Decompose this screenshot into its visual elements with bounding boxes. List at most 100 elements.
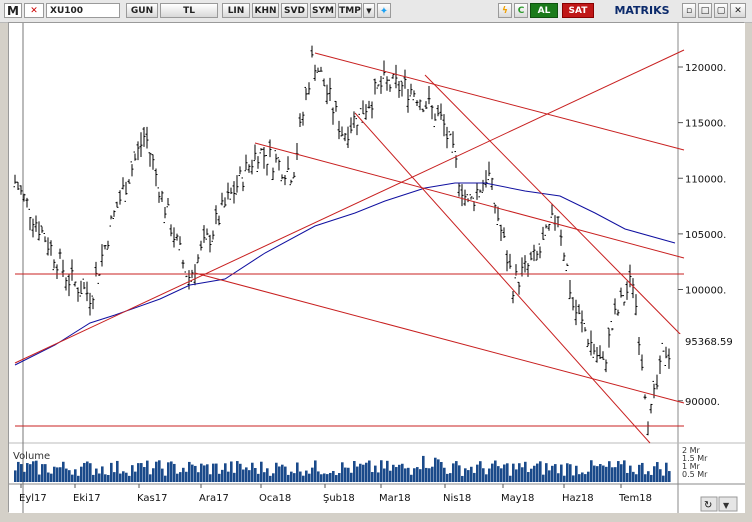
volume-bar [56, 467, 59, 482]
volume-bar [251, 462, 254, 482]
refresh-icon[interactable]: C [514, 3, 528, 18]
volume-bar [221, 469, 224, 482]
x-tick-label: Haz18 [562, 493, 594, 504]
volume-bar [182, 467, 185, 482]
upper-channel-line [314, 52, 685, 151]
chevron-down-icon[interactable]: ▼ [363, 3, 375, 18]
volume-bar [158, 460, 161, 482]
chart-area[interactable]: 120000. 115000. 110000. 105000. 100000. 90000… [8, 22, 745, 513]
x-tick-label: Oca18 [259, 493, 291, 504]
volume-bar [302, 475, 305, 482]
volume-bar [638, 464, 641, 482]
volume-bar [218, 473, 221, 482]
volume-bar [188, 461, 191, 482]
volume-bar [206, 464, 209, 482]
volume-bar [452, 463, 455, 482]
volume-bar [287, 474, 290, 482]
volume-bar [179, 472, 182, 482]
volume-bar [584, 474, 587, 482]
volume-bar [650, 474, 653, 482]
volume-bar [533, 465, 536, 482]
volume-bar [227, 471, 230, 482]
volume-bar [632, 471, 635, 482]
volume-bar [575, 465, 578, 482]
khn-button[interactable]: KHN [252, 3, 279, 18]
volume-bar [653, 466, 656, 482]
volume-bar [86, 461, 89, 482]
volume-bar [419, 469, 422, 482]
volume-bar [383, 468, 386, 482]
volume-bar [569, 464, 572, 482]
volume-bar [656, 462, 659, 482]
lightning-icon[interactable]: ϟ [498, 3, 512, 18]
volume-bar [476, 464, 479, 482]
volume-bar [347, 467, 350, 482]
restore-icon[interactable]: ▢ [714, 3, 728, 18]
tmp-button[interactable]: TMP [338, 3, 362, 18]
volume-bar [80, 466, 83, 482]
volume-bar [215, 463, 218, 482]
moving-average-line [14, 182, 676, 366]
volume-bar [272, 473, 275, 482]
volume-bar [173, 463, 176, 482]
volume-bar [281, 464, 284, 482]
volume-bar [503, 464, 506, 482]
volume-bar [488, 468, 491, 482]
scale-button[interactable]: LIN [222, 3, 250, 18]
volume-bar [440, 462, 443, 482]
volume-bar [338, 473, 341, 482]
twitter-icon[interactable]: ✦ [377, 3, 391, 18]
close-symbol-icon[interactable]: ✕ [24, 3, 44, 18]
volume-bar [548, 470, 551, 482]
volume-bar [497, 466, 500, 482]
volume-bar [374, 465, 377, 482]
volume-bar [167, 462, 170, 482]
volume-bar [335, 475, 338, 482]
volume-bar [47, 472, 50, 482]
volume-bar [491, 463, 494, 482]
volume-bar [83, 462, 86, 482]
volume-bar [320, 474, 323, 482]
volume-bar [29, 464, 32, 482]
volume-bar [77, 475, 80, 482]
volume-bar [125, 472, 128, 482]
last-value-label: 95368.59 [685, 337, 733, 348]
svd-button[interactable]: SVD [281, 3, 308, 18]
sym-button[interactable]: SYM [310, 3, 336, 18]
volume-bar [551, 465, 554, 482]
price-series [13, 45, 671, 436]
volume-bar [467, 470, 470, 482]
period-button[interactable]: GUN [126, 3, 158, 18]
app-logo: M [4, 3, 22, 18]
sell-button[interactable]: SAT [562, 3, 594, 18]
symbol-field[interactable]: XU100 [46, 3, 120, 18]
volume-bar [647, 471, 650, 482]
currency-button[interactable]: TL [160, 3, 218, 18]
volume-bar [434, 457, 437, 482]
volume-bar [545, 463, 548, 482]
volume-bar [92, 474, 95, 482]
volume-bar [494, 460, 497, 482]
y-tick-label: 100000. [685, 286, 726, 297]
volume-bar [200, 463, 203, 482]
buy-button[interactable]: AL [530, 3, 558, 18]
volume-bar [506, 463, 509, 482]
price-chart[interactable]: 120000. 115000. 110000. 105000. 100000. 90000… [9, 23, 745, 513]
volume-bar [485, 474, 488, 482]
maximize-icon[interactable]: □ [698, 3, 712, 18]
volume-bar [128, 475, 131, 482]
volume-bar [20, 464, 23, 482]
volume-bar [371, 472, 374, 482]
volume-bar [611, 467, 614, 482]
volume-bar [275, 462, 278, 482]
volume-bar [17, 461, 20, 482]
volume-bar [353, 461, 356, 482]
minimize-icon[interactable]: ▫ [682, 3, 696, 18]
volume-bar [317, 471, 320, 482]
close-window-icon[interactable]: ✕ [730, 3, 746, 18]
volume-bar [554, 464, 557, 482]
volume-bar [437, 459, 440, 482]
volume-bar [425, 467, 428, 482]
x-tick-label: Kas17 [137, 493, 167, 504]
volume-bar [428, 468, 431, 482]
